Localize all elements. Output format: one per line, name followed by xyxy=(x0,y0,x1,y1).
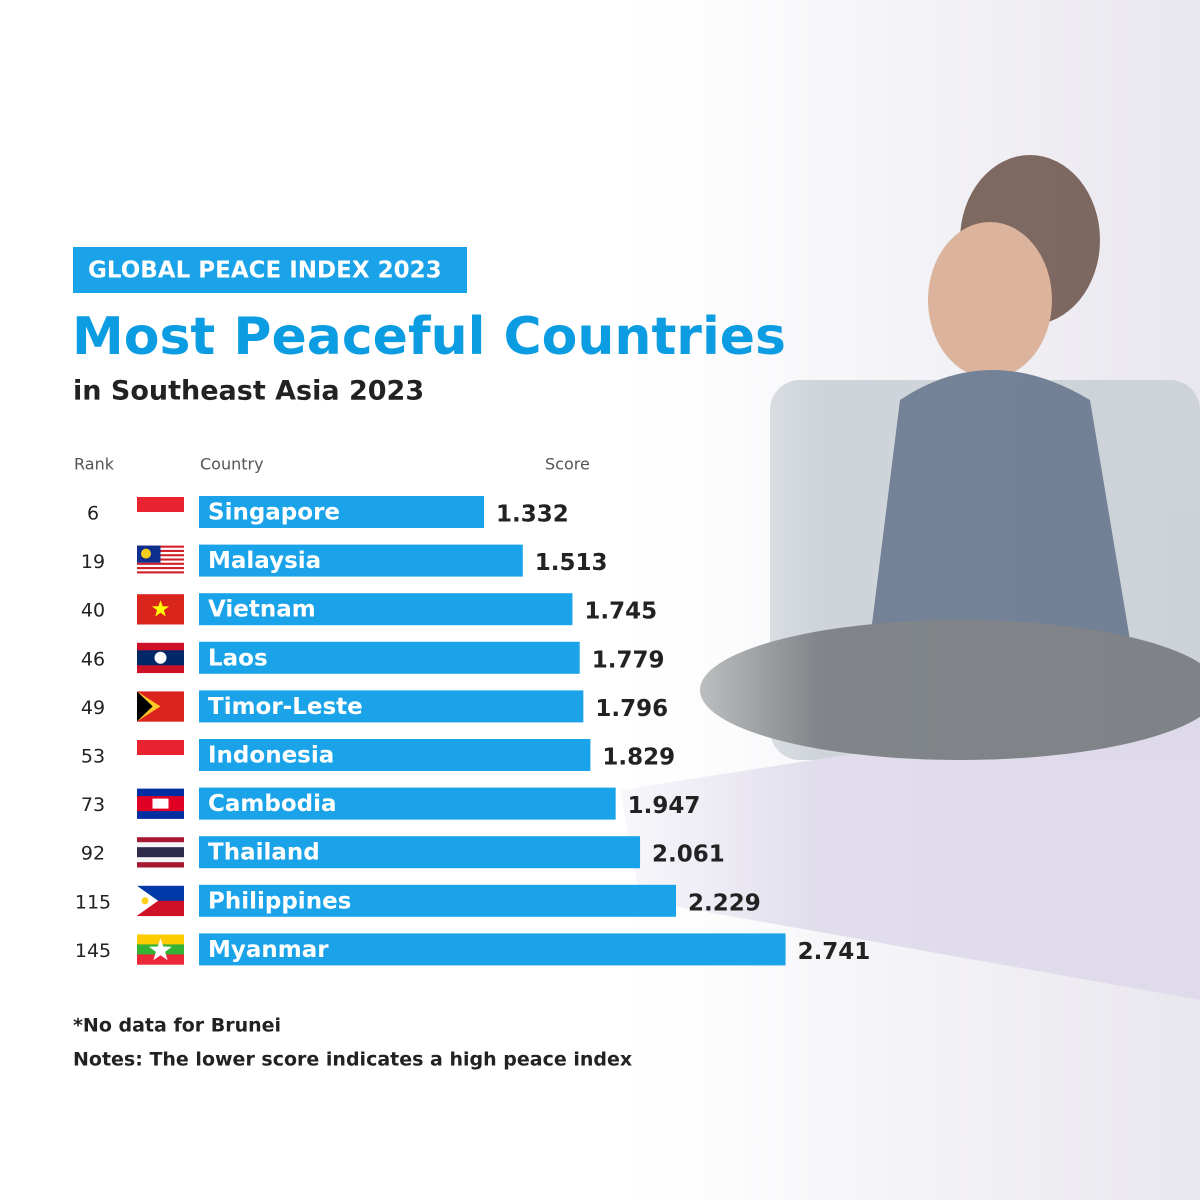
flag xyxy=(137,642,184,674)
bar xyxy=(199,739,591,771)
flag xyxy=(137,691,184,722)
bar xyxy=(199,884,677,917)
category-label: Timor-Leste xyxy=(208,694,363,720)
flag-part xyxy=(137,788,184,797)
category-label: Laos xyxy=(208,645,268,671)
bar xyxy=(199,787,616,820)
chart-subtitle: in Southeast Asia 2023 xyxy=(73,376,424,407)
bar xyxy=(199,544,523,577)
value-label: 1.947 xyxy=(628,793,701,819)
footnotes: *No data for Brunei Notes: The lower scor… xyxy=(73,1015,632,1071)
flag-part xyxy=(137,842,184,848)
flag xyxy=(137,837,184,868)
flag-part xyxy=(141,897,149,905)
category-label: Singapore xyxy=(208,500,340,526)
value-label: 1.513 xyxy=(535,550,608,576)
value-label: 1.779 xyxy=(592,647,665,673)
flag xyxy=(137,934,184,965)
bar xyxy=(199,933,786,966)
bar xyxy=(199,593,573,626)
flag xyxy=(137,594,184,625)
flag-part xyxy=(137,512,184,528)
flag-part xyxy=(137,847,184,858)
flag xyxy=(137,545,184,576)
flag-part xyxy=(137,567,184,570)
rank-label: 115 xyxy=(75,891,111,913)
rank-label: 46 xyxy=(81,648,105,670)
flag-part xyxy=(141,548,151,559)
rows: 6 Singapore 1.332 19 Malaysia 1.513 40 Vietnam 1… xyxy=(75,496,871,966)
flag-part xyxy=(154,651,167,664)
rank-label: 49 xyxy=(81,697,105,719)
flag-part xyxy=(137,564,184,568)
badge: GLOBAL PEACE INDEX 2023 xyxy=(88,258,442,284)
value-label: 2.229 xyxy=(688,890,761,916)
flag-part xyxy=(152,798,169,809)
category-label: Thailand xyxy=(208,840,320,866)
bar xyxy=(199,836,641,869)
bar xyxy=(199,496,485,528)
flags xyxy=(137,497,184,965)
flag-part xyxy=(137,954,184,965)
bar xyxy=(199,690,584,723)
flag xyxy=(137,740,184,771)
bar xyxy=(199,641,580,674)
flag-part xyxy=(137,562,184,566)
value-label: 1.829 xyxy=(602,745,675,771)
rank-label: 6 xyxy=(87,503,99,525)
category-label: Vietnam xyxy=(208,597,316,623)
rank-label: 73 xyxy=(81,794,105,816)
value-label: 1.796 xyxy=(595,696,668,722)
flag-part xyxy=(149,938,172,961)
category-label: Philippines xyxy=(208,888,351,914)
flag xyxy=(137,885,184,917)
flag-part xyxy=(137,811,184,819)
badge-background xyxy=(73,247,467,293)
flag xyxy=(137,497,184,528)
rank-label: 40 xyxy=(81,600,105,622)
flag-part xyxy=(137,569,184,572)
value-label: 2.061 xyxy=(652,842,725,868)
flag-part xyxy=(137,740,184,756)
category-header: Country xyxy=(200,455,264,474)
flag-part xyxy=(137,497,184,513)
flag-part xyxy=(137,665,184,674)
value-label: 2.741 xyxy=(798,939,871,965)
category-label: Malaysia xyxy=(208,548,321,574)
photo-fade xyxy=(560,0,820,1200)
flag-part xyxy=(137,857,184,863)
value-label: 1.745 xyxy=(584,599,657,625)
flag xyxy=(137,788,184,819)
value-label: 1.332 xyxy=(496,502,569,528)
category-label: Indonesia xyxy=(208,743,334,769)
flag-part xyxy=(137,837,184,843)
footnote: *No data for Brunei xyxy=(73,1015,281,1037)
chart-title: Most Peaceful Countries xyxy=(72,307,786,367)
footnote: Notes: The lower score indicates a high … xyxy=(73,1049,632,1071)
flag-part xyxy=(137,862,184,868)
rank-label: 53 xyxy=(81,746,105,768)
flag-part xyxy=(137,642,184,651)
flag-part xyxy=(137,573,184,576)
rank-label: 145 xyxy=(75,940,111,962)
rank-label: 19 xyxy=(81,551,105,573)
category-label: Cambodia xyxy=(208,791,337,817)
rank-label: 92 xyxy=(81,843,105,865)
value-header: Score xyxy=(545,455,590,474)
flag-part xyxy=(137,755,184,771)
flag-part xyxy=(151,600,170,617)
flag-part xyxy=(137,571,184,574)
rank-header: Rank xyxy=(74,455,115,474)
category-label: Myanmar xyxy=(208,937,329,963)
flag-part xyxy=(137,691,153,722)
